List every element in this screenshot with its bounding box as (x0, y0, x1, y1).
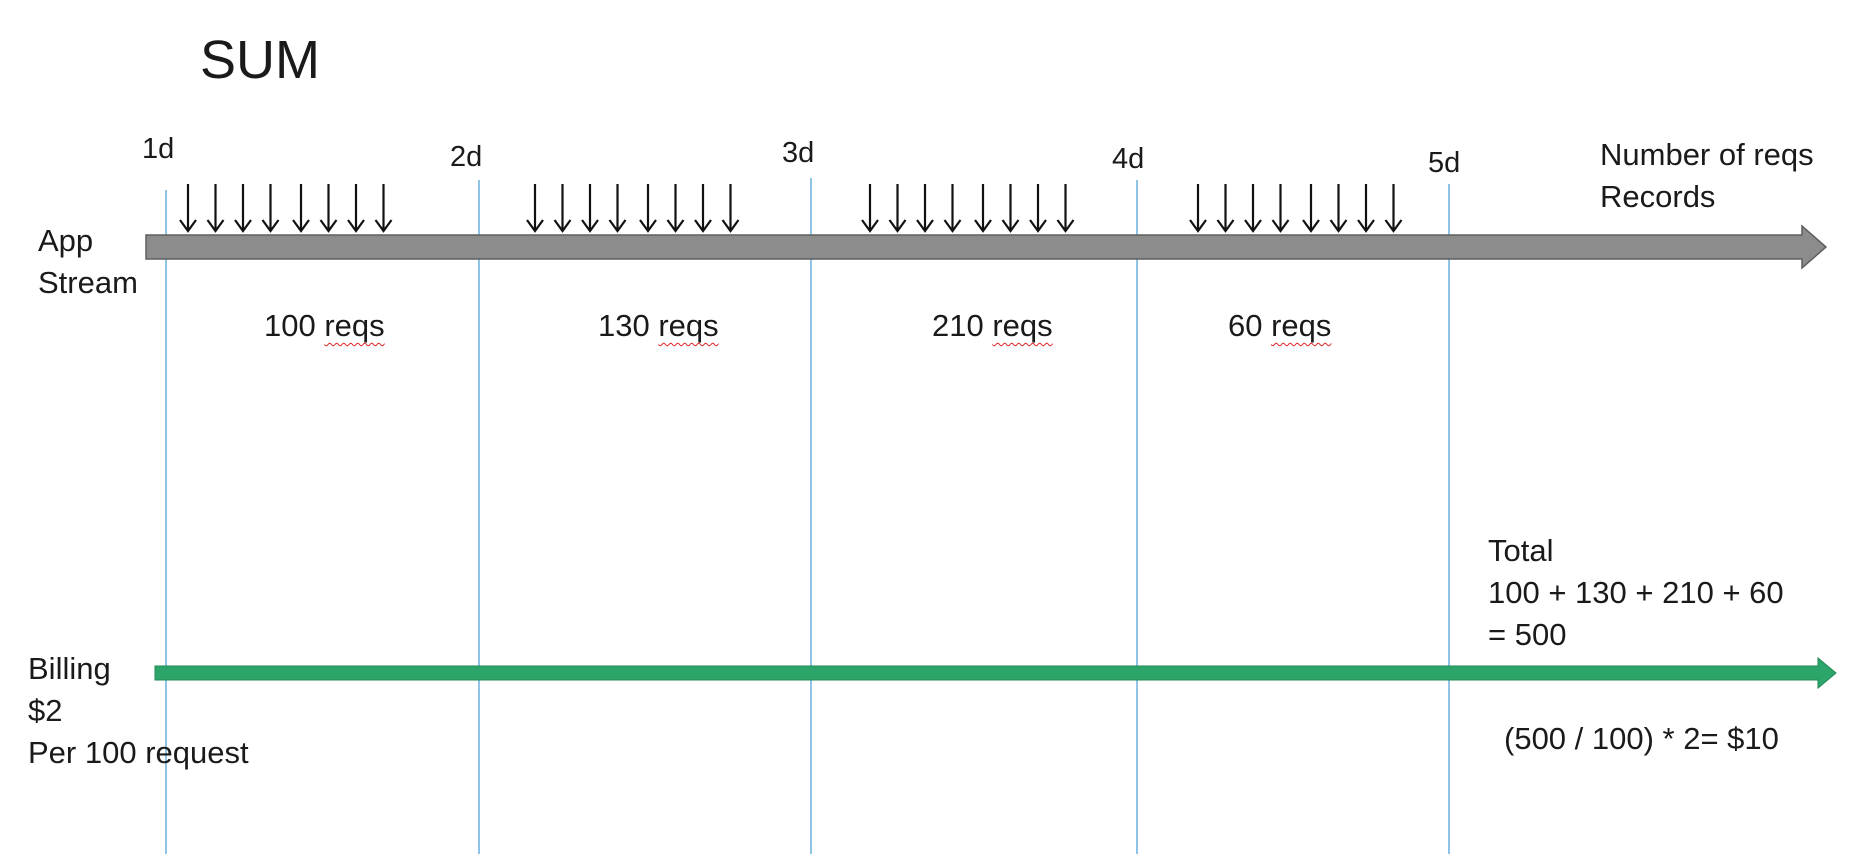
total-label: Total (1488, 533, 1554, 568)
request-arrow-icon (261, 184, 280, 233)
day-label-2d: 2d (450, 141, 483, 173)
period-count-1-number: 100 (264, 308, 316, 343)
day-label-1d: 1d (142, 133, 175, 165)
period-count-2-unit: reqs (658, 308, 719, 343)
billing-label-line1: Billing (28, 651, 111, 686)
billing-rate-unit: Per 100 request (28, 734, 249, 770)
app-stream-arrow (145, 224, 1828, 270)
request-arrow-icon (861, 184, 879, 233)
request-arrow-icon (206, 184, 225, 233)
day-marker-line-3d (810, 178, 812, 854)
request-arrow-icon (1189, 184, 1207, 233)
axis-label-line1: Number of reqs (1600, 137, 1814, 172)
request-arrow-icon (234, 184, 252, 233)
period-count-3: 210 reqs (932, 307, 1053, 344)
billing-cost: (500 / 100) * 2= $10 (1504, 721, 1779, 756)
request-arrow-icon (1001, 184, 1020, 233)
request-arrow-icon (1329, 184, 1348, 233)
request-arrow-icon (1302, 184, 1320, 233)
request-arrows (179, 184, 1403, 233)
request-arrow-icon (694, 184, 712, 233)
request-arrow-icon (1384, 184, 1403, 233)
billing-label: Billing $2 Per 100 request (28, 648, 249, 774)
period-count-1-unit: reqs (324, 308, 385, 343)
day-marker-line-2d (478, 180, 480, 854)
request-arrow-icon (1029, 184, 1047, 233)
day-marker-line-5d (1448, 184, 1450, 854)
axis-label: Number of reqs Records (1600, 134, 1814, 218)
request-arrow-icon (374, 184, 393, 233)
day-marker-line-1d (165, 190, 167, 854)
request-arrow-icon (1216, 184, 1235, 233)
period-count-3-number: 210 (932, 308, 984, 343)
request-arrow-icon (1244, 184, 1262, 233)
request-arrow-icon (292, 184, 310, 233)
total-expression: 100 + 130 + 210 + 60 (1488, 574, 1784, 610)
request-arrow-icon (319, 184, 338, 233)
request-arrow-icon (608, 184, 627, 233)
request-arrow-icon (974, 184, 992, 233)
request-arrow-icon (526, 184, 544, 233)
period-count-2-number: 130 (598, 308, 650, 343)
request-arrow-icon (943, 184, 962, 233)
total-result: = 500 (1488, 616, 1567, 652)
request-arrow-icon (179, 184, 197, 233)
period-count-4: 60 reqs (1228, 307, 1331, 344)
app-stream-label: App Stream (38, 220, 138, 304)
day-marker-line-4d (1136, 180, 1138, 854)
period-count-2: 130 reqs (598, 307, 719, 344)
app-stream-label-line1: App (38, 223, 94, 258)
period-count-1: 100 reqs (264, 307, 385, 344)
axis-label-line2: Records (1600, 178, 1716, 214)
request-arrow-icon (666, 184, 685, 233)
request-arrow-icon (581, 184, 599, 233)
request-arrow-icon (639, 184, 657, 233)
day-label-4d: 4d (1112, 143, 1145, 175)
diagram-title: SUM (200, 30, 320, 90)
billing-arrow (154, 656, 1837, 690)
request-arrow-icon (347, 184, 365, 233)
request-arrow-icon (1271, 184, 1290, 233)
day-label-5d: 5d (1428, 147, 1461, 179)
billing-rate: $2 (28, 692, 63, 728)
period-count-3-unit: reqs (992, 308, 1053, 343)
request-arrow-icon (888, 184, 907, 233)
total-calculation: Total 100 + 130 + 210 + 60 = 500 (1488, 530, 1784, 656)
request-arrow-icon (553, 184, 572, 233)
request-arrow-icon (1056, 184, 1075, 233)
period-count-4-number: 60 (1228, 308, 1263, 343)
period-count-4-unit: reqs (1271, 308, 1332, 343)
app-stream-label-line2: Stream (38, 264, 138, 300)
day-label-3d: 3d (782, 137, 815, 169)
request-arrow-icon (1357, 184, 1375, 233)
request-arrow-icon (721, 184, 740, 233)
request-arrow-icon (916, 184, 934, 233)
